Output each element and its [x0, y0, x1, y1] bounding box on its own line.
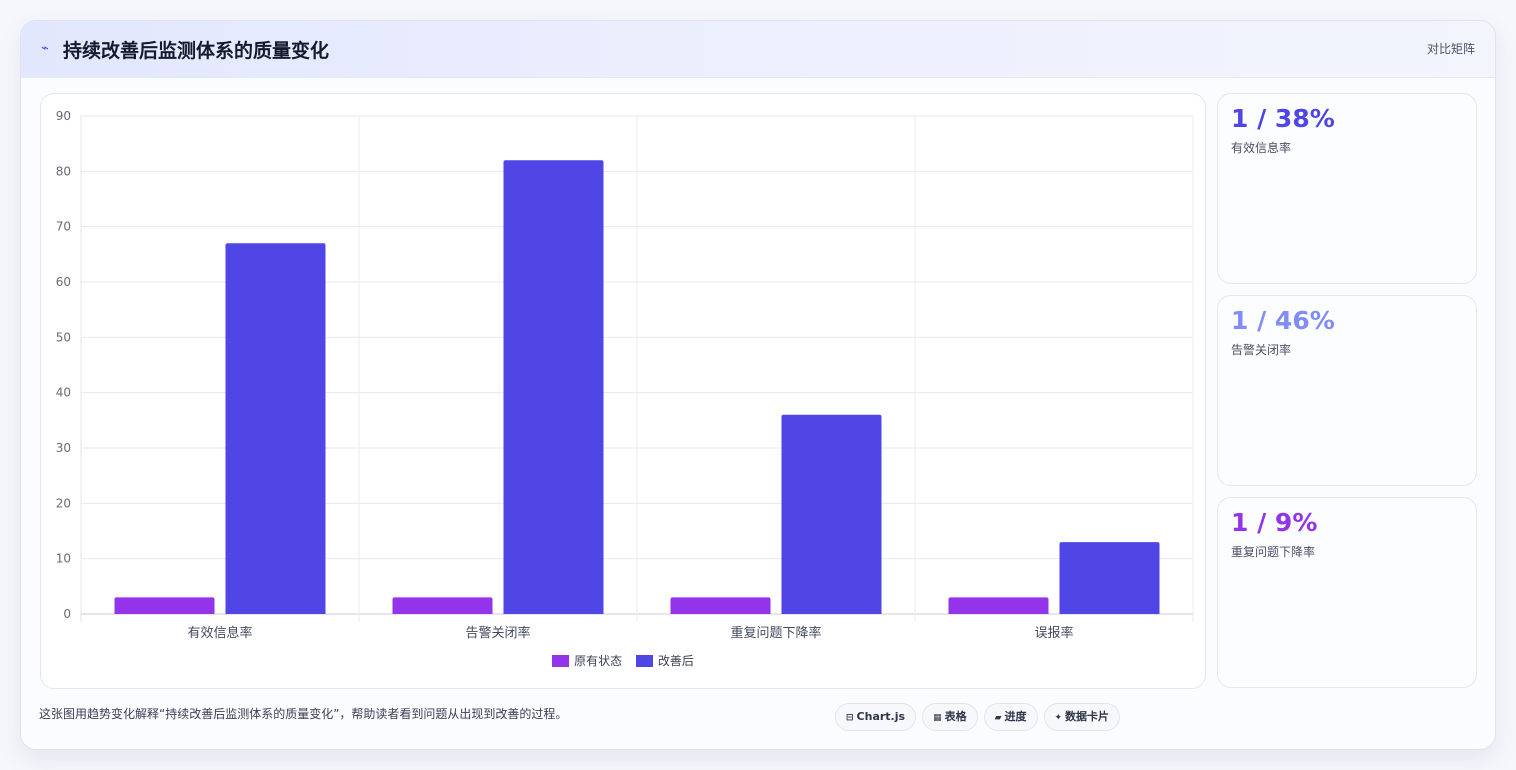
chip-label: 表格	[944, 710, 967, 723]
bar-original	[114, 597, 215, 614]
stat-card-repeat-issue: 1 / 9% 重复问题下降率	[1217, 497, 1477, 688]
chip-label: Chart.js	[856, 710, 906, 723]
y-tick-label: 20	[56, 496, 71, 510]
chip-label: 进度	[1004, 710, 1027, 723]
chart-trend-icon: ⌁	[41, 41, 49, 56]
sparkle-icon: ✦	[1054, 713, 1063, 723]
x-tick-label: 重复问题下降率	[730, 625, 821, 641]
comparison-matrix-label: 对比矩阵	[1426, 42, 1475, 56]
y-tick-label: 10	[56, 552, 71, 566]
y-tick-label: 40	[56, 386, 71, 400]
card-header: ⌁ 持续改善后监测体系的质量变化 对比矩阵	[21, 21, 1495, 78]
bar-original	[670, 597, 771, 614]
bar-improved	[1059, 542, 1160, 614]
x-tick-label: 有效信息率	[187, 625, 252, 641]
stat-label: 告警关闭率	[1231, 343, 1292, 357]
chip-data-cards[interactable]: ✦ 数据卡片	[1043, 703, 1121, 731]
stat-label: 有效信息率	[1231, 141, 1292, 155]
chip-progress[interactable]: ▰ 进度	[983, 703, 1038, 731]
chip-label: 数据卡片	[1065, 710, 1110, 723]
chart-icon: ⊟	[846, 713, 854, 723]
y-tick-label: 70	[56, 220, 71, 234]
y-tick-label: 50	[56, 330, 71, 344]
chart-caption: 这张图用趋势变化解释“持续改善后监测体系的质量变化”，帮助读者看到问题从出现到改…	[39, 707, 568, 721]
chip-table[interactable]: ▦ 表格	[922, 703, 978, 731]
progress-icon: ▰	[994, 713, 1002, 723]
bar-original	[392, 597, 493, 614]
y-tick-label: 30	[56, 441, 71, 455]
stat-value: 1 / 46%	[1231, 306, 1335, 335]
bar-chart-panel: 0 10 20 30 40 50 60 70 80 90 有效信息率 告警关闭率 重复问题下降率 误报率 …	[40, 93, 1206, 689]
tech-chips: ⊟ Chart.js ▦ 表格 ▰ 进度 ✦ 数据卡片	[835, 703, 1126, 731]
stat-card-valid-info: 1 / 38% 有效信息率	[1217, 93, 1477, 284]
legend-swatch-original	[552, 655, 570, 667]
legend-label-improved: 改善后	[657, 654, 694, 668]
stat-value: 1 / 9%	[1231, 508, 1318, 537]
y-tick-label: 60	[56, 275, 71, 289]
x-tick-label: 误报率	[1034, 625, 1073, 641]
legend-swatch-improved	[635, 655, 653, 667]
y-tick-label: 0	[63, 607, 71, 621]
dashboard-card: ⌁ 持续改善后监测体系的质量变化 对比矩阵 0 10 20 30 40 50 60 70 80 9…	[20, 20, 1496, 750]
stat-card-alert-close: 1 / 46% 告警关闭率	[1217, 295, 1477, 486]
y-tick-label: 90	[56, 109, 71, 123]
y-tick-label: 80	[56, 164, 71, 178]
page-title: 持续改善后监测体系的质量变化	[63, 40, 330, 62]
bar-improved	[503, 160, 604, 614]
stat-value: 1 / 38%	[1231, 104, 1335, 133]
legend-item-original[interactable]: 原有状态	[552, 652, 622, 669]
x-tick-label: 告警关闭率	[465, 625, 530, 641]
legend-item-improved[interactable]: 改善后	[635, 652, 694, 669]
legend-label-original: 原有状态	[574, 654, 623, 668]
bar-improved	[781, 414, 882, 614]
chart-legend: 原有状态 改善后	[41, 652, 1205, 669]
bar-original	[948, 597, 1049, 614]
chip-chartjs[interactable]: ⊟ Chart.js	[835, 703, 917, 731]
bar-chart: 0 10 20 30 40 50 60 70 80 90 有效信息率 告警关闭率 重复问题下降率 误报率	[56, 109, 1194, 641]
table-icon: ▦	[933, 713, 942, 723]
stat-label: 重复问题下降率	[1231, 545, 1316, 559]
bar-improved	[225, 243, 326, 614]
